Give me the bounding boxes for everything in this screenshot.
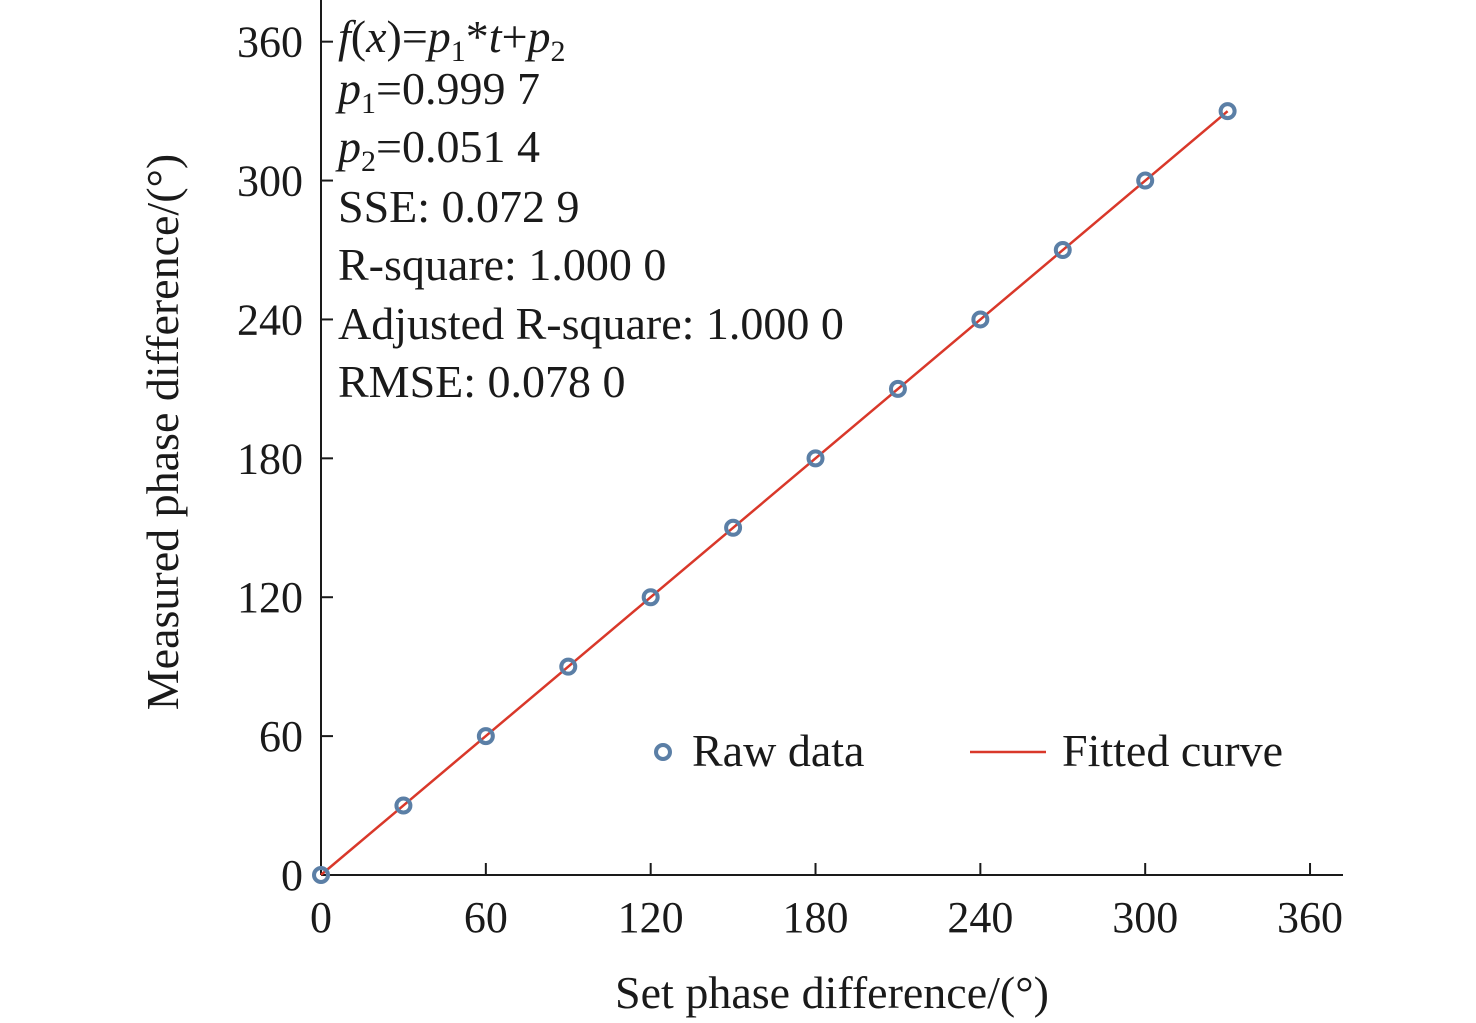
fit-p1: p1=0.999 7 <box>335 63 540 120</box>
x-tick-label: 300 <box>1112 893 1178 942</box>
y-tick-label: 240 <box>237 295 303 344</box>
x-tick-label: 240 <box>947 893 1013 942</box>
fit-equation: f(x)=p1*t+p2 <box>338 11 566 68</box>
raw-data-point <box>312 866 330 884</box>
legend-raw-data-label: Raw data <box>692 725 864 776</box>
raw-data-point <box>1136 171 1155 190</box>
x-tick-label: 60 <box>464 893 508 942</box>
fit-p2: p2=0.051 4 <box>335 121 540 178</box>
raw-data-point <box>971 310 990 329</box>
fit-rmse: RMSE: 0.078 0 <box>338 356 626 407</box>
y-tick-label: 180 <box>237 434 303 483</box>
raw-data-point <box>641 588 660 607</box>
fitted-curve-line <box>320 110 1229 876</box>
x-tick-label: 0 <box>310 893 332 942</box>
y-tick-label: 300 <box>237 157 303 206</box>
fitted-curve-layer <box>320 110 1229 876</box>
raw-data-point <box>559 657 578 676</box>
x-tick-label: 360 <box>1277 893 1343 942</box>
y-tick-label: 120 <box>237 573 303 622</box>
y-axis-title: Measured phase difference/(°) <box>137 154 188 711</box>
raw-data-point <box>888 379 907 398</box>
fit-adjusted-r-square: Adjusted R-square: 1.000 0 <box>338 298 844 349</box>
x-tick-label: 180 <box>783 893 849 942</box>
y-tick-label: 60 <box>259 712 303 761</box>
y-tick-label: 360 <box>237 18 303 67</box>
y-tick-label: 0 <box>281 851 303 900</box>
raw-data-point <box>394 796 413 815</box>
y-ticks: 0 60 120 180 240 300 360 <box>237 18 333 900</box>
fit-sse: SSE: 0.072 9 <box>338 181 580 232</box>
raw-data-point <box>476 727 495 746</box>
x-axis-title: Set phase difference/(°) <box>615 967 1049 1018</box>
legend: Raw data Fitted curve <box>654 725 1283 776</box>
x-tick-label: 120 <box>618 893 684 942</box>
raw-data-layer <box>312 102 1237 884</box>
raw-data-point <box>1053 241 1072 259</box>
x-ticks: 0 60 120 180 240 300 360 <box>310 863 1343 942</box>
legend-fitted-curve-label: Fitted curve <box>1062 725 1283 776</box>
fit-r-square: R-square: 1.000 0 <box>338 239 666 290</box>
legend-raw-data-marker <box>654 743 672 761</box>
axes <box>320 0 1343 876</box>
raw-data-point <box>724 518 743 537</box>
fit-annotation: f(x)=p1*t+p2 p1=0.999 7 p2=0.051 4 SSE: … <box>335 11 844 407</box>
raw-data-point <box>806 449 825 468</box>
raw-data-point <box>1218 102 1237 121</box>
